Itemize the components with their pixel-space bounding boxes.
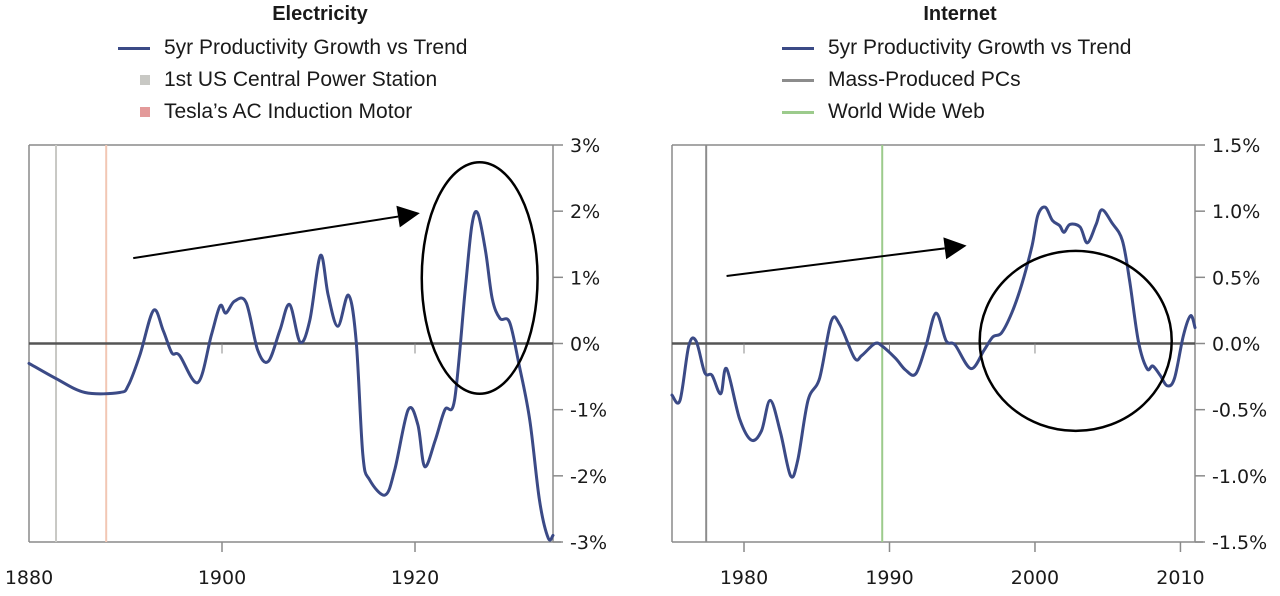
y-tick-label: -1.0% [1212,466,1267,488]
x-tick-label: 1880 [5,567,53,589]
legend-swatch-world-wide-web [782,110,814,114]
annotation-arrow-head [396,205,420,228]
x-tick-label: 1900 [198,567,246,589]
y-tick-label: -1% [570,400,607,422]
highlight-ellipse [420,160,539,396]
y-tick-label: -2% [570,466,607,488]
legend-swatch-mass-produced-pcs [782,78,814,82]
legend-label: Mass-Produced PCs [828,68,1021,91]
chart-title: Internet [923,3,997,25]
x-tick-label: 1920 [391,567,439,589]
legend-label: 1st US Central Power Station [164,68,438,91]
y-tick-label: 1.5% [1212,135,1260,157]
x-tick-label: 2010 [1156,567,1204,589]
legend: 5yr Productivity Growth vs Trend Mass-Pr… [782,32,1131,128]
y-tick-label: -3% [570,532,607,554]
y-tick-label: 0.5% [1212,267,1260,289]
legend-swatch-productivity [782,46,814,50]
legend-swatch-power-station [140,75,150,85]
x-tick-label: 2000 [1011,567,1059,589]
legend-item-power-station: 1st US Central Power Station [118,64,467,96]
legend-item-mass-produced-pcs: Mass-Produced PCs [782,64,1131,96]
y-tick-label: 1.0% [1212,201,1260,223]
legend-item-world-wide-web: World Wide Web [782,96,1131,128]
chart-title: Electricity [272,3,368,25]
legend-swatch-productivity [118,46,150,50]
y-tick-label: 0% [570,334,600,356]
internet-panel: 1.5% 1.0% 0.5% 0.0% -0.5% -1.0% -1.5% 1980 1990 2… [640,0,1280,596]
y-tick-label: 2% [570,201,600,223]
series-line-productivity [27,209,555,542]
annotation-arrow-shaft [726,247,945,278]
legend-item-productivity: 5yr Productivity Growth vs Trend [118,32,467,64]
electricity-plot: 3% 2% 1% 0% -1% -2% -3% 1880 1900 1920 [5,135,607,589]
y-tick-label: -0.5% [1212,400,1267,422]
legend: 5yr Productivity Growth vs Trend 1st US … [118,32,467,128]
legend-item-tesla-motor: Tesla’s AC Induction Motor [118,96,467,128]
legend-label: 5yr Productivity Growth vs Trend [828,36,1132,59]
internet-plot: 1.5% 1.0% 0.5% 0.0% -0.5% -1.0% -1.5% 1980 1990 2… [670,135,1267,589]
electricity-panel: 3% 2% 1% 0% -1% -2% -3% 1880 1900 1920 Electricit… [5,3,607,589]
annotation-arrow-shaft [133,215,399,260]
y-tick-label: -1.5% [1212,532,1267,554]
series-line-productivity [670,205,1197,479]
legend-label: Tesla’s AC Induction Motor [164,100,413,123]
y-tick-label: 1% [570,267,600,289]
x-tick-label: 1990 [865,567,913,589]
x-tick-label: 1980 [720,567,768,589]
y-tick-label: 0.0% [1212,334,1260,356]
y-tick-label: 3% [570,135,600,157]
legend-swatch-tesla-motor [140,107,150,117]
legend-item-productivity: 5yr Productivity Growth vs Trend [782,32,1131,64]
highlight-ellipse [978,249,1173,433]
legend-label: World Wide Web [828,100,985,123]
annotation-arrow-head [943,237,967,260]
legend-label: 5yr Productivity Growth vs Trend [164,36,468,59]
